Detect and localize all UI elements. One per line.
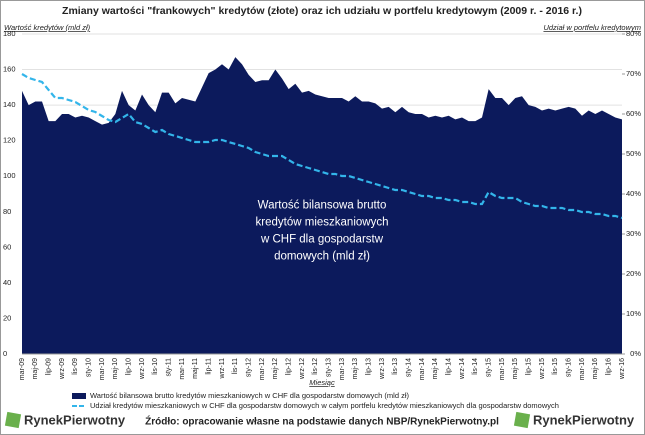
annotation: Wartość bilansowa brutto: [258, 200, 387, 212]
y-tick-label: 180: [3, 29, 16, 38]
y-tick-label: 60: [3, 242, 11, 251]
x-tick-label: sty-11: [166, 358, 173, 377]
y-tick-label: 120: [3, 136, 16, 145]
y2-axis-title: Udział w portfelu kredytowym: [543, 23, 641, 32]
x-tick-label: maj-14: [432, 358, 439, 380]
logo-text: RynekPierwotny: [24, 412, 126, 427]
y-tick-label: 0: [3, 349, 7, 358]
x-axis-title: Miesiąc: [309, 378, 335, 387]
x-tick-label: lis-15: [552, 358, 559, 375]
x-tick-label: wrz-14: [459, 358, 466, 380]
x-tick-label: maj-11: [192, 358, 199, 379]
x-tick-label: lip-15: [526, 358, 533, 375]
chart-title: Zmiany wartości "frankowych" kredytów (z…: [62, 5, 582, 17]
x-tick-label: lip-13: [366, 358, 373, 375]
x-tick-label: maj-15: [512, 358, 519, 380]
x-tick-label: lip-12: [286, 358, 293, 375]
annotation: domowych (mld zł): [274, 251, 370, 263]
logo-text: RynekPierwotny: [533, 412, 635, 427]
x-tick-label: lip-11: [206, 358, 213, 375]
y-tick-label: 80: [3, 207, 11, 216]
x-tick-label: maj-12: [272, 358, 279, 380]
x-tick-label: maj-10: [112, 358, 119, 380]
y-tick-label: 160: [3, 65, 16, 74]
x-tick-label: lis-14: [472, 358, 479, 375]
y2-tick-label: 40%: [626, 189, 641, 198]
logo-icon: [513, 411, 531, 429]
x-tick-label: lip-16: [606, 358, 613, 375]
x-tick-label: lis-11: [232, 358, 239, 374]
logo-left: RynekPierwotny: [4, 411, 126, 429]
x-tick-label: mar-15: [499, 358, 506, 380]
x-tick-label: maj-09: [32, 358, 39, 380]
x-tick-label: maj-16: [592, 358, 599, 380]
logo-right: RynekPierwotny: [513, 411, 635, 429]
x-tick-label: lip-14: [446, 358, 453, 375]
legend-swatch: [72, 393, 86, 399]
y-tick-label: 40: [3, 278, 11, 287]
y2-tick-label: 30%: [626, 229, 641, 238]
y2-tick-label: 80%: [626, 29, 641, 38]
x-tick-label: sty-14: [406, 358, 413, 377]
x-tick-label: mar-12: [259, 358, 266, 380]
y2-tick-label: 60%: [626, 109, 641, 118]
x-tick-label: sty-15: [486, 358, 493, 377]
x-tick-label: wrz-09: [59, 358, 66, 380]
area: [22, 57, 622, 354]
x-tick-label: wrz-15: [539, 358, 546, 380]
y-axis-title: Wartość kredytów (mld zł): [4, 23, 91, 32]
y2-tick-label: 70%: [626, 69, 641, 78]
legend-label: Udział kredytów mieszkaniowych w CHF dla…: [90, 401, 559, 410]
x-tick-label: wrz-10: [139, 358, 146, 380]
x-tick-label: lis-09: [72, 358, 79, 375]
x-tick-label: sty-12: [246, 358, 253, 377]
x-tick-label: sty-16: [566, 358, 573, 377]
y-tick-label: 100: [3, 171, 16, 180]
source: Źródło: opracowanie własne na podstawie …: [145, 415, 499, 428]
y2-tick-label: 0%: [630, 349, 641, 358]
x-tick-label: maj-13: [352, 358, 359, 380]
x-tick-label: lis-13: [392, 358, 399, 375]
y2-tick-label: 10%: [626, 309, 641, 318]
logo-icon: [4, 411, 22, 429]
x-tick-label: sty-13: [326, 358, 333, 377]
x-tick-label: mar-09: [19, 358, 26, 380]
x-tick-label: mar-10: [99, 358, 106, 380]
x-tick-label: wrz-16: [619, 358, 626, 380]
y2-tick-label: 50%: [626, 149, 641, 158]
legend-label: Wartość bilansowa brutto kredytów mieszk…: [90, 391, 410, 400]
x-tick-label: mar-14: [419, 358, 426, 380]
x-tick-label: lip-09: [46, 358, 53, 375]
x-tick-label: wrz-11: [219, 358, 226, 380]
x-tick-label: lis-10: [152, 358, 159, 375]
x-tick-label: mar-16: [579, 358, 586, 380]
x-tick-label: wrz-13: [379, 358, 386, 380]
annotation: w CHF dla gospodarstw: [260, 234, 384, 246]
y-tick-label: 140: [3, 100, 16, 109]
x-tick-label: lis-12: [312, 358, 319, 375]
annotation: kredytów mieszkaniowych: [256, 217, 389, 229]
x-tick-label: lip-10: [126, 358, 133, 375]
x-tick-label: sty-10: [86, 358, 93, 377]
x-tick-label: mar-13: [339, 358, 346, 380]
y2-tick-label: 20%: [626, 269, 641, 278]
x-tick-label: wrz-12: [299, 358, 306, 380]
y-tick-label: 20: [3, 313, 11, 322]
x-tick-label: mar-11: [179, 358, 186, 380]
